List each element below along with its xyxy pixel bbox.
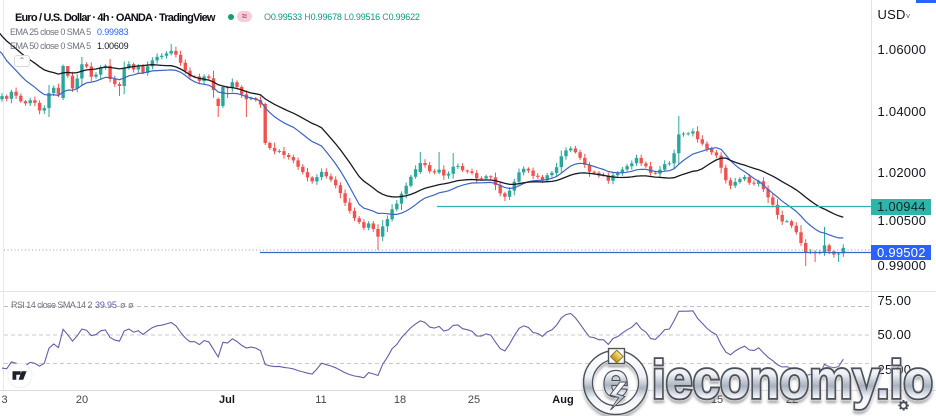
svg-text:ieconomy.io: ieconomy.io [652,350,933,410]
